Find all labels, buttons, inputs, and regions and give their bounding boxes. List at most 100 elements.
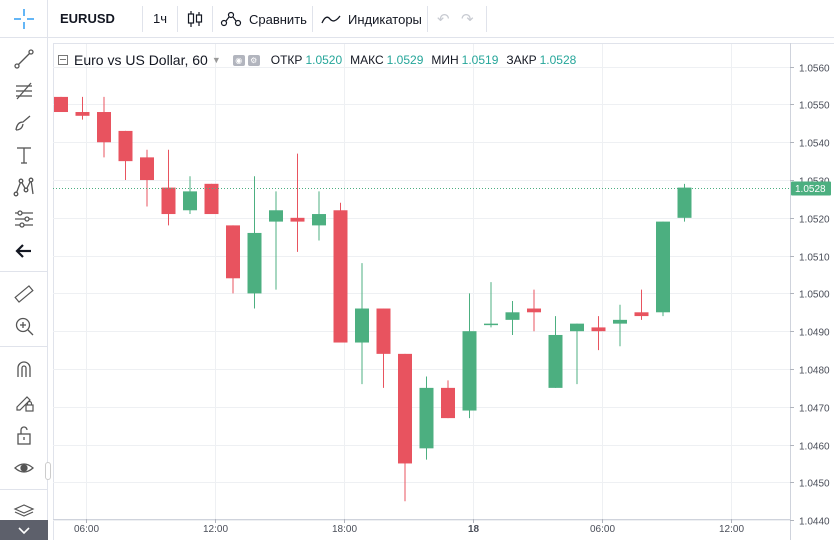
- collapse-toolbar-button[interactable]: [0, 520, 48, 540]
- brush-icon: [15, 115, 31, 131]
- caret-down-icon[interactable]: ▼: [211, 55, 221, 65]
- candles-icon: [187, 11, 203, 27]
- magnet-icon: [17, 361, 31, 377]
- y-tick-label: 1.0450: [799, 479, 830, 490]
- candle-body: [204, 183, 219, 215]
- close-value: 1.0528: [539, 53, 577, 67]
- candle-body: [118, 130, 133, 162]
- zoom-tool[interactable]: [8, 313, 40, 339]
- candle: [118, 130, 133, 181]
- candle: [591, 316, 606, 351]
- symbol-label[interactable]: EURUSD: [60, 11, 115, 26]
- candle-body: [376, 308, 391, 354]
- candle: [97, 96, 111, 158]
- candle-body: [140, 157, 154, 181]
- crosshair-icon: [13, 9, 34, 29]
- candle: [677, 183, 692, 222]
- candle-body: [97, 112, 111, 143]
- candle: [548, 316, 563, 388]
- fib-tool[interactable]: [8, 78, 40, 104]
- layers-icon: [13, 504, 35, 517]
- x-tick-label: 18: [468, 524, 480, 535]
- indicators-button[interactable]: Индикаторы: [321, 4, 422, 34]
- x-tick-label: 12:00: [719, 524, 744, 535]
- divider: [177, 6, 178, 32]
- candle-body: [441, 387, 455, 419]
- candle: [484, 282, 498, 328]
- price-axis[interactable]: 1.05601.05501.05401.05301.05201.05101.05…: [790, 64, 830, 528]
- candle: [226, 225, 240, 294]
- y-tick-label: 1.0550: [799, 101, 830, 112]
- y-tick-label: 1.0440: [799, 517, 830, 528]
- chart-style-button[interactable]: [187, 4, 203, 34]
- text-tool[interactable]: [8, 142, 40, 168]
- candle-body: [484, 323, 498, 326]
- candle-body: [505, 312, 520, 320]
- candle: [419, 376, 434, 460]
- candle-body: [333, 210, 348, 343]
- compare-button[interactable]: Сравнить: [220, 4, 307, 34]
- pattern-tool[interactable]: [8, 174, 40, 200]
- settings-icon[interactable]: ⚙: [247, 54, 260, 66]
- chevron-down-icon: [18, 527, 30, 535]
- y-tick-label: 1.0460: [799, 442, 830, 453]
- trendline-tool[interactable]: [8, 46, 40, 72]
- layers-tool[interactable]: [8, 497, 40, 523]
- candle: [656, 221, 670, 317]
- pattern-icon: [13, 177, 34, 197]
- candle-body: [161, 187, 176, 215]
- y-tick-label: 1.0540: [799, 139, 830, 150]
- hide-series-icon[interactable]: ◉: [232, 54, 245, 66]
- candle: [140, 149, 154, 207]
- x-tick-label: 18:00: [332, 524, 357, 535]
- magnet-tool[interactable]: [8, 356, 40, 382]
- lock-drawings-tool[interactable]: [8, 389, 40, 415]
- low-label: МИН: [431, 53, 459, 67]
- collapse-legend-icon[interactable]: [58, 55, 68, 65]
- toolbar-resize-handle[interactable]: [45, 462, 51, 480]
- y-tick-label: 1.0500: [799, 290, 830, 301]
- candle: [204, 183, 219, 215]
- ruler-tool[interactable]: [8, 281, 40, 307]
- candle-body: [226, 225, 240, 279]
- candle: [505, 300, 520, 335]
- candle: [290, 153, 305, 252]
- last-price-marker: 1.0528: [53, 181, 831, 196]
- candle-body: [54, 96, 68, 113]
- unlock-tool[interactable]: [8, 422, 40, 448]
- divider: [486, 6, 487, 32]
- brush-tool[interactable]: [8, 110, 40, 136]
- candle-body: [613, 319, 627, 324]
- crosshair-cell[interactable]: [0, 0, 48, 38]
- y-tick-label: 1.0480: [799, 366, 830, 377]
- back-arrow-tool[interactable]: [8, 238, 40, 264]
- divider: [427, 6, 428, 32]
- interval-button[interactable]: 1ч: [153, 11, 168, 26]
- undo-icon[interactable]: ↶: [437, 11, 450, 28]
- redo-icon[interactable]: ↷: [461, 11, 474, 28]
- candle-body: [398, 353, 412, 464]
- high-label: МАКС: [350, 53, 384, 67]
- top-toolbar: EURUSD 1ч Сравнить Индикаторы ↶ ↷: [0, 0, 834, 38]
- chart-legend: Euro vs US Dollar, 60 ▼ ◉ ⚙ ОТКР 1.0520 …: [58, 51, 576, 69]
- toolbar-divider: [0, 489, 48, 490]
- candle-body: [290, 217, 305, 222]
- candle-body: [527, 308, 541, 313]
- candle: [54, 96, 68, 113]
- ruler-icon: [14, 285, 34, 303]
- open-value: 1.0520: [305, 53, 343, 67]
- candle-body: [312, 214, 326, 226]
- candle: [613, 304, 627, 347]
- indicators-label: Индикаторы: [348, 11, 422, 27]
- candle: [312, 191, 326, 241]
- candle: [441, 380, 455, 419]
- forecast-tool[interactable]: [8, 206, 40, 232]
- eye-tool[interactable]: [8, 455, 40, 481]
- close-label: ЗАКР: [506, 53, 537, 67]
- candle: [634, 289, 649, 320]
- candle: [333, 202, 348, 343]
- time-axis[interactable]: 06:00 12:00 18:00 18 06:00 12:00: [74, 519, 744, 535]
- legend-title[interactable]: Euro vs US Dollar, 60: [74, 52, 208, 68]
- axis-lines: [53, 43, 791, 540]
